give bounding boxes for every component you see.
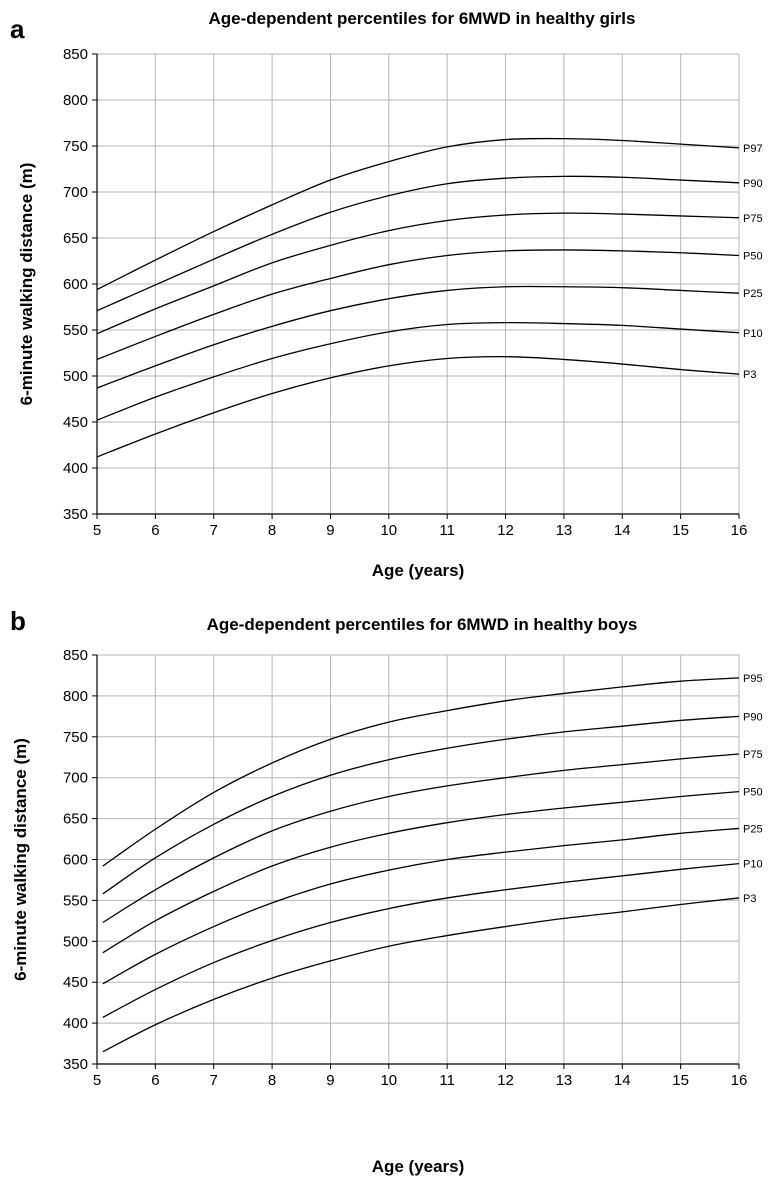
chart-panel-boys: b Age-dependent percentiles for 6MWD in h… <box>0 600 768 1192</box>
x-tick-label: 9 <box>326 1072 334 1089</box>
series-label-p75: P75 <box>743 213 763 225</box>
series-line-p50 <box>102 790 740 954</box>
series-label-p90: P90 <box>743 178 763 190</box>
x-tick-label: 12 <box>497 1072 514 1089</box>
series-line-p10 <box>96 321 740 421</box>
y-tick-label: 800 <box>63 92 88 109</box>
series-line-p75 <box>102 753 740 924</box>
series-label-p10: P10 <box>743 328 763 340</box>
y-axis-label: 6-minute walking distance (m) <box>17 163 36 406</box>
y-tick-label: 400 <box>63 460 88 477</box>
y-tick-label: 650 <box>63 811 88 828</box>
series-line-p95 <box>102 677 740 867</box>
x-tick-label: 10 <box>380 522 397 539</box>
y-tick-label: 350 <box>63 506 88 523</box>
x-tick-label: 13 <box>556 1072 573 1089</box>
panel-label: b <box>10 606 26 636</box>
x-tick-label: 16 <box>731 1072 748 1089</box>
series-label-p10: P10 <box>743 859 763 871</box>
x-tick-label: 11 <box>439 522 455 539</box>
x-tick-label: 8 <box>268 1072 276 1089</box>
series-label-p25: P25 <box>743 288 763 300</box>
y-tick-label: 550 <box>63 322 88 339</box>
y-tick-label: 450 <box>63 974 88 991</box>
y-tick-label: 700 <box>63 184 88 201</box>
series-line-p90 <box>96 175 740 312</box>
y-tick-label: 550 <box>63 892 88 909</box>
y-tick-label: 800 <box>63 688 88 705</box>
chart-title: Age-dependent percentiles for 6MWD in he… <box>209 9 636 28</box>
series-label-p97: P97 <box>743 143 763 155</box>
series-line-p25 <box>96 285 740 389</box>
chart-boys: b Age-dependent percentiles for 6MWD in h… <box>10 606 763 1176</box>
x-tick-label: 6 <box>151 1072 159 1089</box>
x-tick-label: 15 <box>672 1072 689 1089</box>
series-label-p50: P50 <box>743 250 763 262</box>
y-tick-label: 850 <box>63 46 88 63</box>
y-tick-label: 500 <box>63 933 88 950</box>
series-label-p25: P25 <box>743 823 763 835</box>
series-line-p10 <box>102 862 740 1018</box>
y-tick-label: 700 <box>63 770 88 787</box>
series-line-p90 <box>102 715 740 895</box>
y-tick-label: 600 <box>63 276 88 293</box>
series-label-p95: P95 <box>743 673 763 685</box>
series-line-p3 <box>96 356 740 458</box>
y-tick-label: 350 <box>63 1056 88 1073</box>
series-label-p50: P50 <box>743 787 763 799</box>
series-line-p50 <box>96 249 740 361</box>
x-tick-label: 9 <box>326 522 334 539</box>
x-tick-label: 11 <box>439 1072 455 1089</box>
y-tick-label: 750 <box>63 138 88 155</box>
x-tick-label: 16 <box>731 522 748 539</box>
y-tick-label: 450 <box>63 414 88 431</box>
series-line-p97 <box>96 137 740 291</box>
x-tick-label: 8 <box>268 522 276 539</box>
y-tick-label: 400 <box>63 1015 88 1032</box>
x-tick-label: 5 <box>93 1072 101 1089</box>
x-tick-label: 7 <box>210 522 218 539</box>
chart-title: Age-dependent percentiles for 6MWD in he… <box>207 615 638 634</box>
x-tick-label: 6 <box>151 522 159 539</box>
y-tick-label: 600 <box>63 852 88 869</box>
series-line-p3 <box>102 897 740 1053</box>
series-label-p90: P90 <box>743 711 763 723</box>
y-tick-label: 650 <box>63 230 88 247</box>
x-tick-label: 7 <box>210 1072 218 1089</box>
y-tick-label: 500 <box>63 368 88 385</box>
chart-panel-girls: a Age-dependent percentiles for 6MWD in h… <box>0 0 768 592</box>
series-label-p3: P3 <box>743 369 756 381</box>
chart-girls: a Age-dependent percentiles for 6MWD in h… <box>10 9 763 580</box>
y-tick-label: 850 <box>63 647 88 664</box>
x-tick-label: 10 <box>380 1072 397 1089</box>
series-line-p75 <box>96 212 740 335</box>
panel-label: a <box>10 14 25 44</box>
x-axis-label: Age (years) <box>372 561 465 580</box>
series-label-p3: P3 <box>743 893 756 905</box>
x-tick-label: 14 <box>614 1072 631 1089</box>
x-axis-label: Age (years) <box>372 1157 465 1176</box>
y-axis-label: 6-minute walking distance (m) <box>11 738 30 981</box>
series-line-p25 <box>102 827 740 985</box>
x-tick-label: 14 <box>614 522 631 539</box>
x-tick-label: 5 <box>93 522 101 539</box>
x-tick-label: 15 <box>672 522 689 539</box>
series-label-p75: P75 <box>743 749 763 761</box>
x-tick-label: 13 <box>556 522 573 539</box>
y-tick-label: 750 <box>63 729 88 746</box>
x-tick-label: 12 <box>497 522 514 539</box>
